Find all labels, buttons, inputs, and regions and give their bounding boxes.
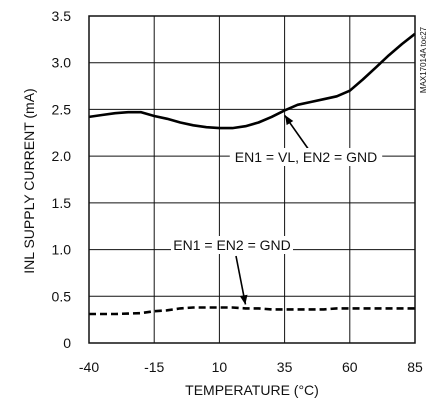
y-tick-label: 3.0 (52, 55, 72, 71)
y-tick-label: 2.5 (52, 101, 72, 117)
series-layer (88, 32, 416, 316)
plot-frame (88, 15, 416, 344)
series-line (89, 306, 415, 316)
side-label: MAX17014A toc27 (419, 26, 428, 93)
annotations: EN1 = VL, EN2 = GND EN1 = EN2 = GND (171, 114, 383, 305)
x-axis-label: TEMPERATURE (°C) (185, 382, 319, 398)
grid (88, 15, 416, 344)
y-tick-label: 1.5 (52, 195, 72, 211)
y-axis-label: INL SUPPLY CURRENT (mA) (21, 88, 37, 273)
annotation-label-bg (171, 236, 293, 254)
annotation-arrowhead (239, 294, 248, 305)
annotation-arrowhead (285, 115, 294, 126)
x-tick-label: 10 (212, 359, 228, 375)
y-tick-label: 1.0 (52, 242, 72, 258)
tick-labels: -40 -15 10 35 60 85 0 0.5 1.0 1.5 2.0 2.5 3.0 3.5 (52, 8, 423, 375)
y-tick-label: 2.0 (52, 148, 72, 164)
series-line (88, 32, 416, 130)
annotation-label: EN1 = VL, EN2 = GND (235, 149, 377, 165)
x-tick-label: 85 (407, 359, 423, 375)
x-tick-label: -15 (144, 359, 164, 375)
x-tick-label: 60 (342, 359, 358, 375)
y-tick-label: 0 (63, 335, 71, 351)
annotation-label-bg (229, 148, 383, 166)
y-tick-label: 0.5 (52, 288, 72, 304)
annotation-label: EN1 = EN2 = GND (173, 237, 291, 253)
y-tick-label: 3.5 (52, 8, 72, 24)
x-tick-label: -40 (79, 359, 99, 375)
x-tick-label: 35 (277, 359, 293, 375)
